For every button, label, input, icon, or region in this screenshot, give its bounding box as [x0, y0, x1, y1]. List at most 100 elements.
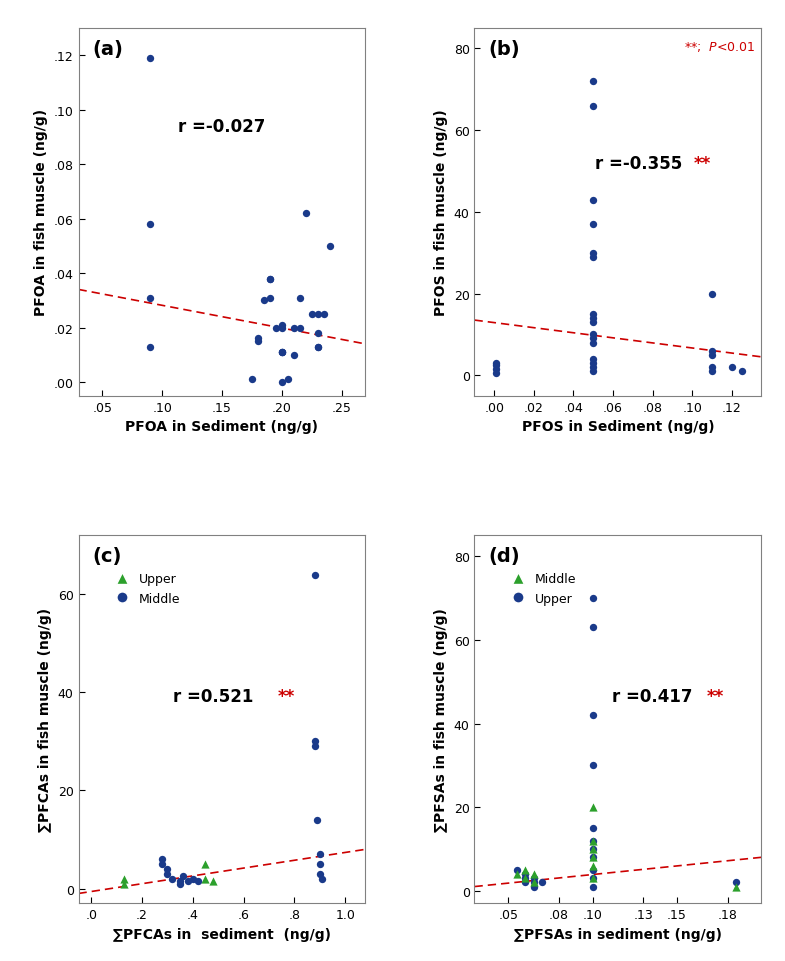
Point	[199, 856, 212, 872]
Y-axis label: ∑PFCAs in fish muscle (ng/g): ∑PFCAs in fish muscle (ng/g)	[38, 607, 53, 831]
Point	[528, 875, 540, 890]
Point	[309, 734, 321, 750]
Point	[586, 707, 599, 723]
Point	[535, 875, 548, 890]
Point	[166, 872, 179, 887]
Point	[313, 847, 326, 862]
Text: (d): (d)	[489, 547, 520, 566]
Point	[587, 250, 600, 265]
Point	[586, 833, 599, 849]
Text: **: **	[278, 687, 295, 705]
Point	[317, 307, 330, 322]
Point	[528, 867, 540, 882]
Point	[312, 307, 324, 322]
Point	[276, 345, 288, 360]
Point	[587, 356, 600, 371]
Point	[313, 856, 326, 872]
X-axis label: ∑PFSAs in sediment (ng/g): ∑PFSAs in sediment (ng/g)	[514, 926, 722, 941]
Point	[587, 74, 600, 89]
Point	[192, 874, 204, 889]
Point	[587, 315, 600, 331]
Point	[316, 872, 329, 887]
Point	[586, 850, 599, 865]
Point	[528, 871, 540, 886]
Point	[586, 879, 599, 895]
Point	[309, 739, 321, 754]
Point	[144, 51, 156, 66]
Point	[736, 364, 748, 380]
Point	[161, 861, 173, 876]
Point	[312, 339, 324, 355]
Point	[257, 293, 270, 308]
Text: (c): (c)	[93, 547, 122, 566]
Point	[586, 591, 599, 606]
Point	[276, 345, 288, 360]
Point	[519, 871, 531, 886]
Point	[706, 286, 718, 302]
Point	[519, 871, 531, 886]
Point	[156, 856, 169, 872]
Point	[519, 867, 531, 882]
Point	[173, 874, 186, 889]
Y-axis label: PFOS in fish muscle (ng/g): PFOS in fish muscle (ng/g)	[434, 110, 448, 316]
Point	[264, 272, 276, 287]
Point	[586, 871, 599, 886]
Point	[586, 871, 599, 886]
Legend: Middle, Upper: Middle, Upper	[501, 568, 581, 610]
Text: (a): (a)	[93, 39, 124, 59]
Point	[586, 842, 599, 857]
Point	[730, 879, 743, 895]
Text: **: **	[707, 687, 725, 705]
Point	[313, 866, 326, 881]
Text: r =0.521: r =0.521	[173, 687, 254, 705]
Point	[587, 217, 600, 233]
Point	[269, 321, 282, 336]
Point	[586, 858, 599, 874]
Point	[276, 375, 288, 390]
Text: **: **	[694, 155, 711, 172]
Point	[490, 356, 502, 371]
Text: r =0.417: r =0.417	[612, 687, 692, 705]
Point	[586, 833, 599, 849]
Point	[312, 339, 324, 355]
Text: r =-0.355: r =-0.355	[595, 155, 682, 172]
Point	[587, 364, 600, 380]
Point	[251, 332, 264, 347]
Point	[586, 620, 599, 635]
Legend: Upper, Middle: Upper, Middle	[105, 568, 185, 610]
Point	[287, 321, 300, 336]
X-axis label: PFOS in Sediment (ng/g): PFOS in Sediment (ng/g)	[522, 420, 714, 433]
Point	[118, 876, 130, 892]
Y-axis label: PFOA in fish muscle (ng/g): PFOA in fish muscle (ng/g)	[34, 110, 48, 316]
Point	[706, 344, 718, 359]
Point	[282, 372, 294, 387]
Point	[706, 364, 718, 380]
Point	[276, 321, 288, 336]
Point	[305, 307, 318, 322]
Point	[144, 217, 156, 233]
Point	[312, 326, 324, 341]
Point	[294, 321, 306, 336]
Point	[490, 366, 502, 382]
Point	[587, 352, 600, 367]
Point	[586, 842, 599, 857]
Point	[586, 800, 599, 815]
Point	[587, 328, 600, 343]
Point	[587, 99, 600, 114]
Point	[587, 192, 600, 208]
Point	[251, 334, 264, 350]
Point	[490, 362, 502, 378]
Point	[206, 874, 219, 889]
Point	[276, 345, 288, 360]
Point	[730, 875, 743, 890]
Point	[725, 360, 738, 376]
Point	[587, 332, 600, 347]
Point	[246, 372, 258, 387]
Point	[173, 876, 186, 892]
Point	[519, 862, 531, 877]
Point	[706, 360, 718, 376]
Point	[177, 869, 189, 884]
Point	[187, 872, 199, 887]
Point	[587, 311, 600, 327]
Text: r =-0.027: r =-0.027	[178, 118, 265, 136]
